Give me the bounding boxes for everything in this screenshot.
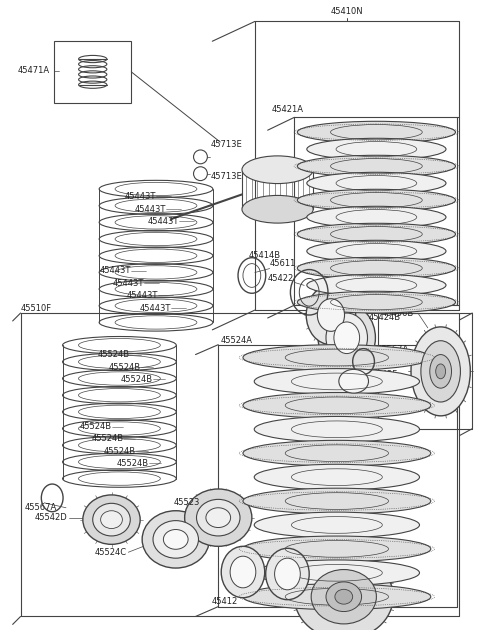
Text: 45567A: 45567A xyxy=(24,503,57,512)
Ellipse shape xyxy=(307,275,446,296)
Text: 45443T: 45443T xyxy=(147,217,179,226)
Ellipse shape xyxy=(196,500,240,536)
Ellipse shape xyxy=(307,172,446,194)
Text: 45510F: 45510F xyxy=(21,304,52,313)
Text: 45410N: 45410N xyxy=(330,6,363,15)
Ellipse shape xyxy=(243,345,431,370)
Text: 45424B: 45424B xyxy=(369,313,401,323)
Text: 45443T: 45443T xyxy=(139,304,171,313)
Ellipse shape xyxy=(254,368,420,394)
Ellipse shape xyxy=(243,392,431,418)
Text: 45524B: 45524B xyxy=(121,375,153,384)
Ellipse shape xyxy=(93,503,130,536)
Text: 45423D: 45423D xyxy=(347,291,380,300)
Ellipse shape xyxy=(275,558,300,590)
Text: 45524B: 45524B xyxy=(97,350,129,359)
Ellipse shape xyxy=(297,190,456,211)
Ellipse shape xyxy=(436,364,445,378)
Ellipse shape xyxy=(307,138,446,160)
Text: 45524B: 45524B xyxy=(117,459,149,468)
Text: 45524B: 45524B xyxy=(104,447,136,456)
Text: 45443T: 45443T xyxy=(100,266,131,275)
Ellipse shape xyxy=(297,291,456,313)
Ellipse shape xyxy=(326,313,368,363)
Text: 45422: 45422 xyxy=(268,274,294,283)
Text: 45412: 45412 xyxy=(212,597,238,605)
Text: 45524A: 45524A xyxy=(220,335,252,345)
Text: 45611: 45611 xyxy=(270,259,296,268)
Ellipse shape xyxy=(206,508,230,527)
Bar xyxy=(54,41,131,103)
Text: 45542D: 45542D xyxy=(34,513,67,522)
Ellipse shape xyxy=(243,488,431,514)
Ellipse shape xyxy=(297,223,456,245)
Ellipse shape xyxy=(243,584,431,609)
Text: 45524B: 45524B xyxy=(79,422,111,431)
Text: 45421A: 45421A xyxy=(272,105,304,114)
Ellipse shape xyxy=(230,556,256,588)
Ellipse shape xyxy=(83,495,140,545)
Ellipse shape xyxy=(307,206,446,228)
Text: 45443T: 45443T xyxy=(134,205,166,214)
Ellipse shape xyxy=(266,548,309,600)
Ellipse shape xyxy=(297,257,456,279)
Ellipse shape xyxy=(294,554,393,634)
Ellipse shape xyxy=(243,536,431,562)
Ellipse shape xyxy=(317,299,345,332)
Text: 45524B: 45524B xyxy=(109,363,141,372)
Ellipse shape xyxy=(326,582,361,612)
Ellipse shape xyxy=(339,370,369,393)
Text: 45471A: 45471A xyxy=(18,67,50,75)
Ellipse shape xyxy=(163,529,188,549)
Ellipse shape xyxy=(421,340,460,402)
Ellipse shape xyxy=(306,285,356,345)
Ellipse shape xyxy=(297,121,456,143)
Ellipse shape xyxy=(243,441,431,466)
Ellipse shape xyxy=(311,569,376,624)
Ellipse shape xyxy=(430,354,452,388)
Ellipse shape xyxy=(297,155,456,177)
Ellipse shape xyxy=(335,590,353,604)
Ellipse shape xyxy=(326,361,381,402)
Text: 45443T: 45443T xyxy=(125,192,156,201)
Ellipse shape xyxy=(411,327,470,416)
Text: 45524B: 45524B xyxy=(91,434,123,443)
Text: 45567A: 45567A xyxy=(376,345,408,354)
Ellipse shape xyxy=(221,547,264,598)
Text: 45713E: 45713E xyxy=(210,139,242,148)
Text: 45443T: 45443T xyxy=(113,279,144,288)
Ellipse shape xyxy=(185,489,252,547)
Text: 45514A: 45514A xyxy=(321,558,353,567)
Ellipse shape xyxy=(242,195,313,223)
Text: 45523: 45523 xyxy=(174,498,201,507)
Ellipse shape xyxy=(153,521,199,558)
Ellipse shape xyxy=(254,512,420,538)
Ellipse shape xyxy=(307,240,446,262)
Ellipse shape xyxy=(254,417,420,442)
Text: 45443T: 45443T xyxy=(127,291,158,300)
Text: 45456B: 45456B xyxy=(381,309,414,318)
Text: 45414B: 45414B xyxy=(249,251,281,260)
Text: 45456B: 45456B xyxy=(378,299,410,308)
Ellipse shape xyxy=(101,511,122,529)
Ellipse shape xyxy=(254,464,420,490)
Ellipse shape xyxy=(142,511,209,568)
Ellipse shape xyxy=(254,560,420,586)
Ellipse shape xyxy=(318,304,375,372)
Text: 45713E: 45713E xyxy=(210,172,242,181)
Ellipse shape xyxy=(242,156,313,184)
Text: 45511E: 45511E xyxy=(285,548,316,557)
Text: 45442F: 45442F xyxy=(367,370,397,379)
Ellipse shape xyxy=(334,322,360,354)
Text: 45524C: 45524C xyxy=(94,548,126,557)
